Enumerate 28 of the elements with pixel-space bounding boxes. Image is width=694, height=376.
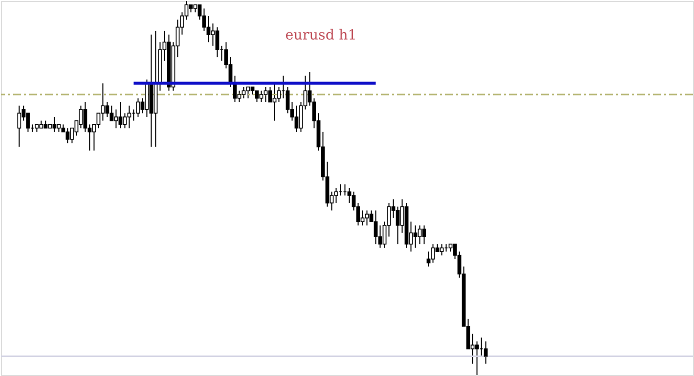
candlestick: [418, 224, 422, 245]
candlestick: [66, 128, 70, 144]
candlestick: [440, 244, 444, 256]
candlestick: [264, 86, 268, 102]
candlestick: [127, 105, 132, 129]
candlestick: [105, 101, 110, 118]
candlestick: [215, 26, 220, 58]
candlestick: [17, 105, 22, 148]
candlestick: [232, 75, 237, 102]
candlestick: [259, 90, 264, 102]
candlestick: [347, 188, 352, 204]
candlestick: [210, 22, 215, 46]
text: eurusd h1: [285, 28, 357, 44]
candlestick: [100, 82, 105, 122]
candlestick: [334, 188, 338, 204]
candlestick: [122, 112, 127, 129]
candlestick: [254, 90, 259, 102]
candlestick: [374, 210, 378, 245]
candlestick: [110, 105, 114, 122]
candlestick: [83, 101, 88, 132]
candlestick: [286, 86, 290, 114]
candlestick: [422, 224, 426, 245]
candlestick: [242, 86, 246, 99]
candlestick: [484, 340, 488, 364]
candlestick: [378, 224, 382, 248]
candlestick: [78, 105, 83, 129]
candlestick: [396, 206, 400, 245]
candlestick: [413, 224, 418, 248]
